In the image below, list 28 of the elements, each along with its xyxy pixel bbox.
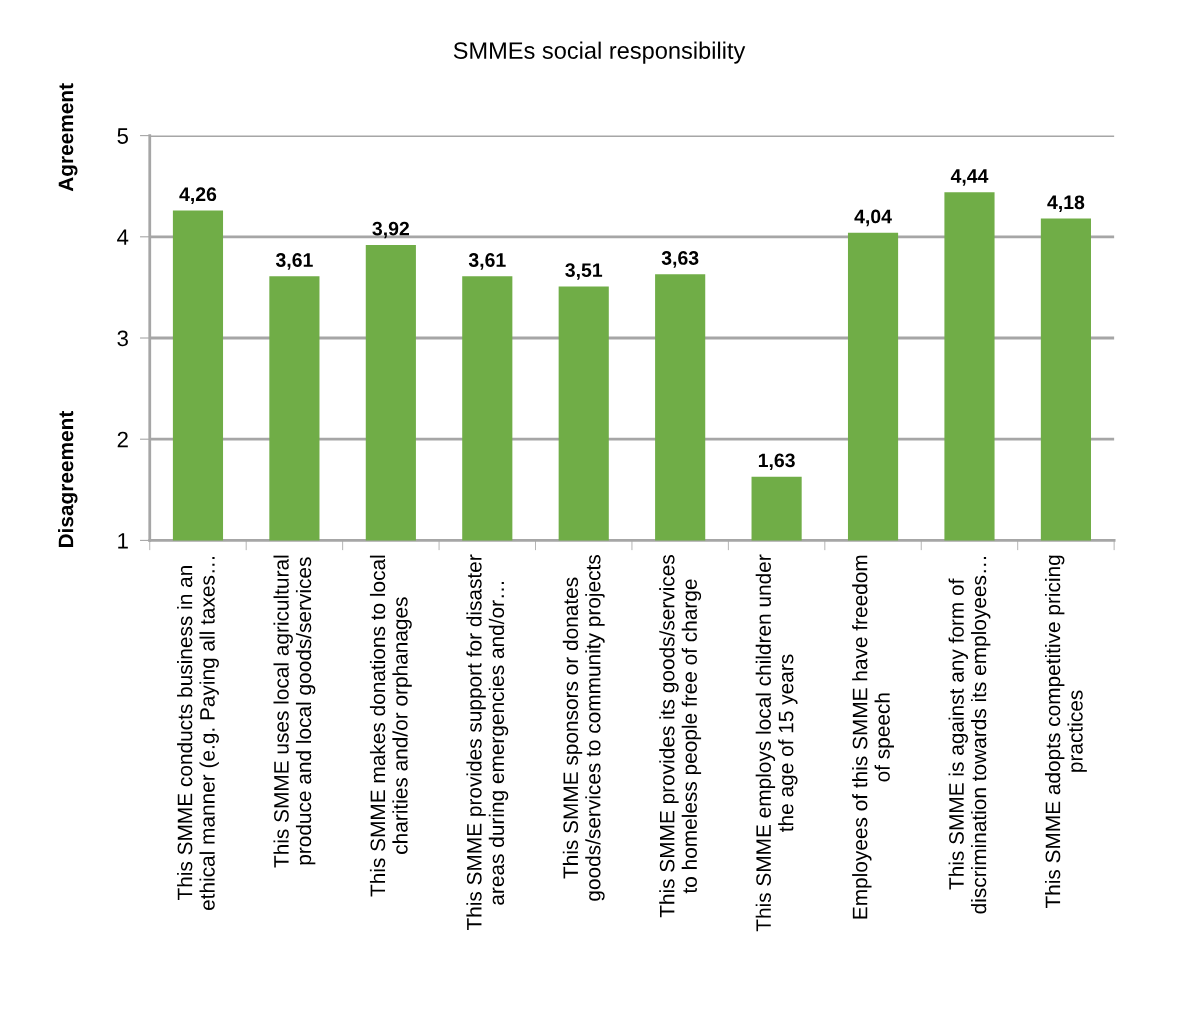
y-tick-label: 1 xyxy=(118,533,128,549)
data-label: 4,26 xyxy=(179,187,217,204)
y-tick-label: 3 xyxy=(117,330,128,347)
data-label: 3,61 xyxy=(468,253,506,270)
x-tick-label: This SMME sponsors or donates goods/services to community projects xyxy=(562,555,605,901)
x-tick-label: This SMME provides its goods/services to homeless people free of charge xyxy=(659,555,702,918)
y-tick-label: 5 xyxy=(117,128,128,144)
x-tick-label: This SMME conducts business in an ethical manner (e.g. Paying all taxes… xyxy=(177,557,219,911)
x-tick-label: Employees of this SMME have freedom of speech xyxy=(852,555,894,919)
y-tick-label: 4 xyxy=(117,229,129,245)
data-label: 3,61 xyxy=(275,253,313,270)
data-label: 1,63 xyxy=(758,453,795,471)
text: Agreement xyxy=(58,83,78,192)
data-label: 3,51 xyxy=(565,263,603,280)
chart-title: SMMEs social responsibility xyxy=(453,41,746,64)
x-tick-label: This SMME adopts competitive pricing practices xyxy=(1044,555,1087,909)
y-tick-label: 2 xyxy=(117,431,128,448)
data-label: 4,44 xyxy=(950,169,989,186)
data-label: 3,63 xyxy=(661,251,699,268)
x-tick-label: This SMME makes donations to local charities and/or orphanages xyxy=(369,555,412,897)
data-label: 4,04 xyxy=(854,209,892,227)
data-label: 3,92 xyxy=(372,221,409,239)
x-tick-label: This SMME provides support for disaster areas during emergencies and/or… xyxy=(466,554,509,931)
x-tick-label: This SMME uses local agricultural produce and local goods/services xyxy=(273,555,316,868)
text: Disagreement xyxy=(58,410,78,548)
data-label: 4,18 xyxy=(1047,195,1085,213)
x-tick-label: This SMME is against any form of discrimination towards its employees… xyxy=(948,557,991,914)
x-tick-label: This SMME employs local children under the age of 15 years xyxy=(755,554,798,932)
